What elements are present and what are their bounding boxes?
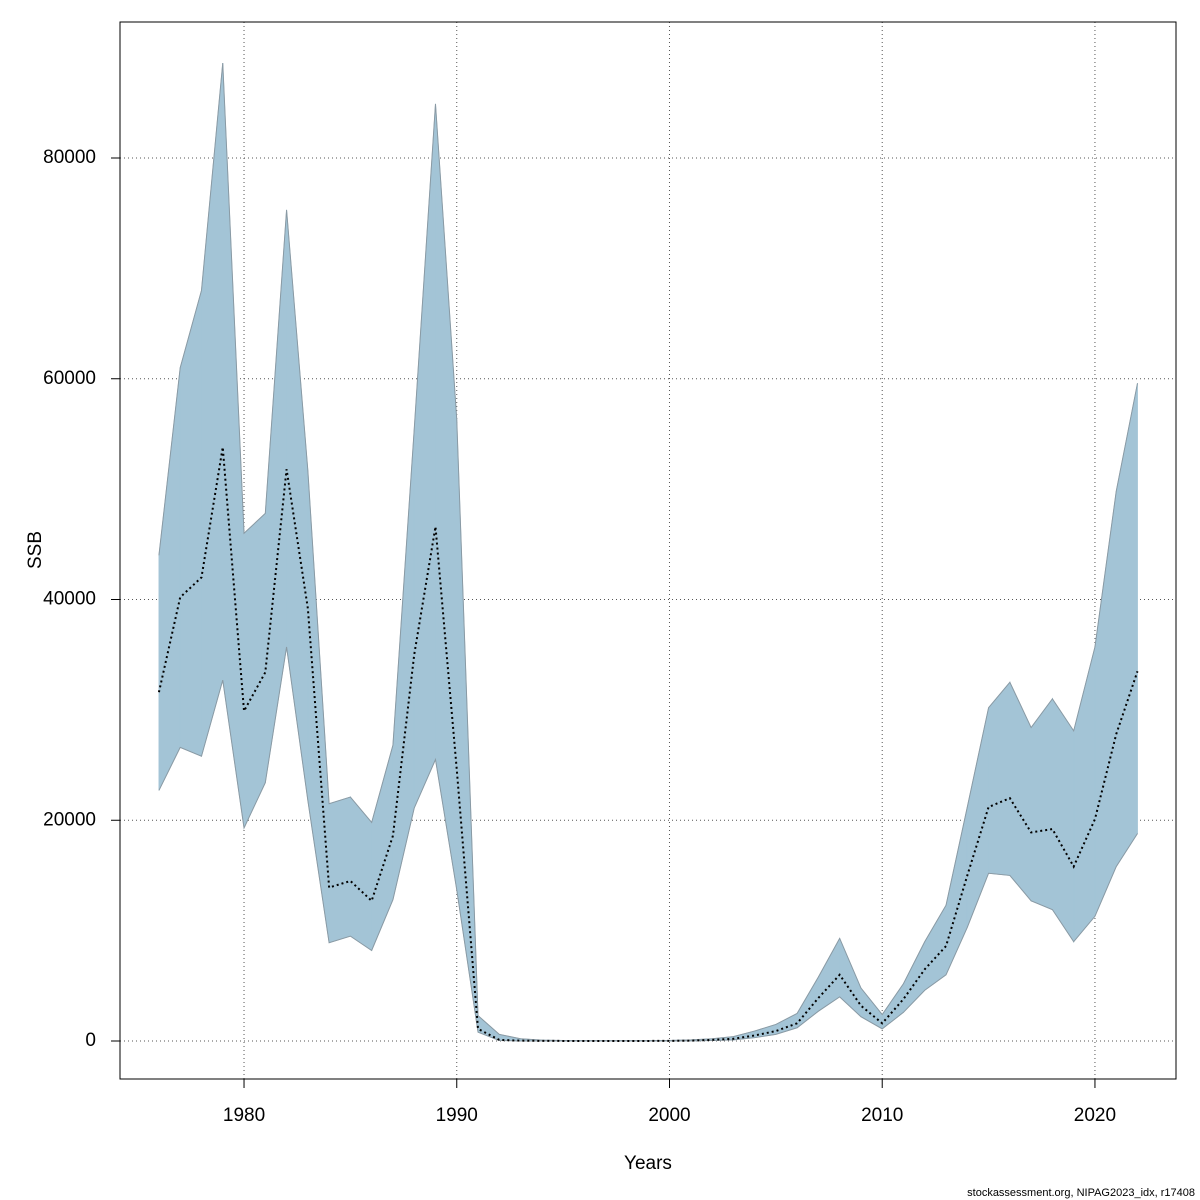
confidence-band xyxy=(349,795,373,952)
x-axis-label: Years xyxy=(624,1153,672,1174)
confidence-band xyxy=(264,209,287,783)
y-tick-label: 80000 xyxy=(43,147,96,168)
confidence-band xyxy=(1009,682,1032,902)
confidence-band xyxy=(413,103,436,809)
y-tick-label: 20000 xyxy=(43,809,96,830)
confidence-band xyxy=(988,681,1011,876)
x-tick-label: 2010 xyxy=(861,1105,903,1126)
confidence-band xyxy=(328,796,351,944)
x-tick-label: 2020 xyxy=(1074,1105,1116,1126)
confidence-band xyxy=(881,982,904,1030)
estimate-line xyxy=(157,447,1139,1042)
confidence-band xyxy=(1052,697,1075,943)
confidence-band xyxy=(1030,697,1053,911)
confidence-band xyxy=(222,63,245,829)
confidence-band xyxy=(201,63,224,757)
y-tick-label: 40000 xyxy=(43,589,96,610)
x-tick-label: 1990 xyxy=(436,1105,478,1126)
x-tick-label: 2000 xyxy=(648,1105,690,1126)
footer: stockassessment.org, NIPAG2023_idx, r174… xyxy=(967,1187,1195,1199)
plot-frame xyxy=(119,21,1177,1080)
confidence-band xyxy=(1073,646,1096,943)
confidence-band xyxy=(435,103,458,890)
confidence-band xyxy=(392,429,415,900)
y-tick-label: 0 xyxy=(85,1030,96,1051)
confidence-band xyxy=(1115,383,1138,868)
confidence-band xyxy=(817,938,841,1012)
confidence-band xyxy=(371,745,394,951)
y-tick-label: 60000 xyxy=(43,368,96,389)
confidence-band xyxy=(839,938,862,1018)
y-axis-label: SSB xyxy=(25,531,46,569)
confidence-band xyxy=(286,209,309,801)
confidence-band xyxy=(243,512,266,829)
confidence-band xyxy=(158,367,181,791)
x-tick-label: 1980 xyxy=(223,1105,265,1126)
confidence-band xyxy=(179,290,202,757)
confidence-band xyxy=(1094,491,1117,917)
